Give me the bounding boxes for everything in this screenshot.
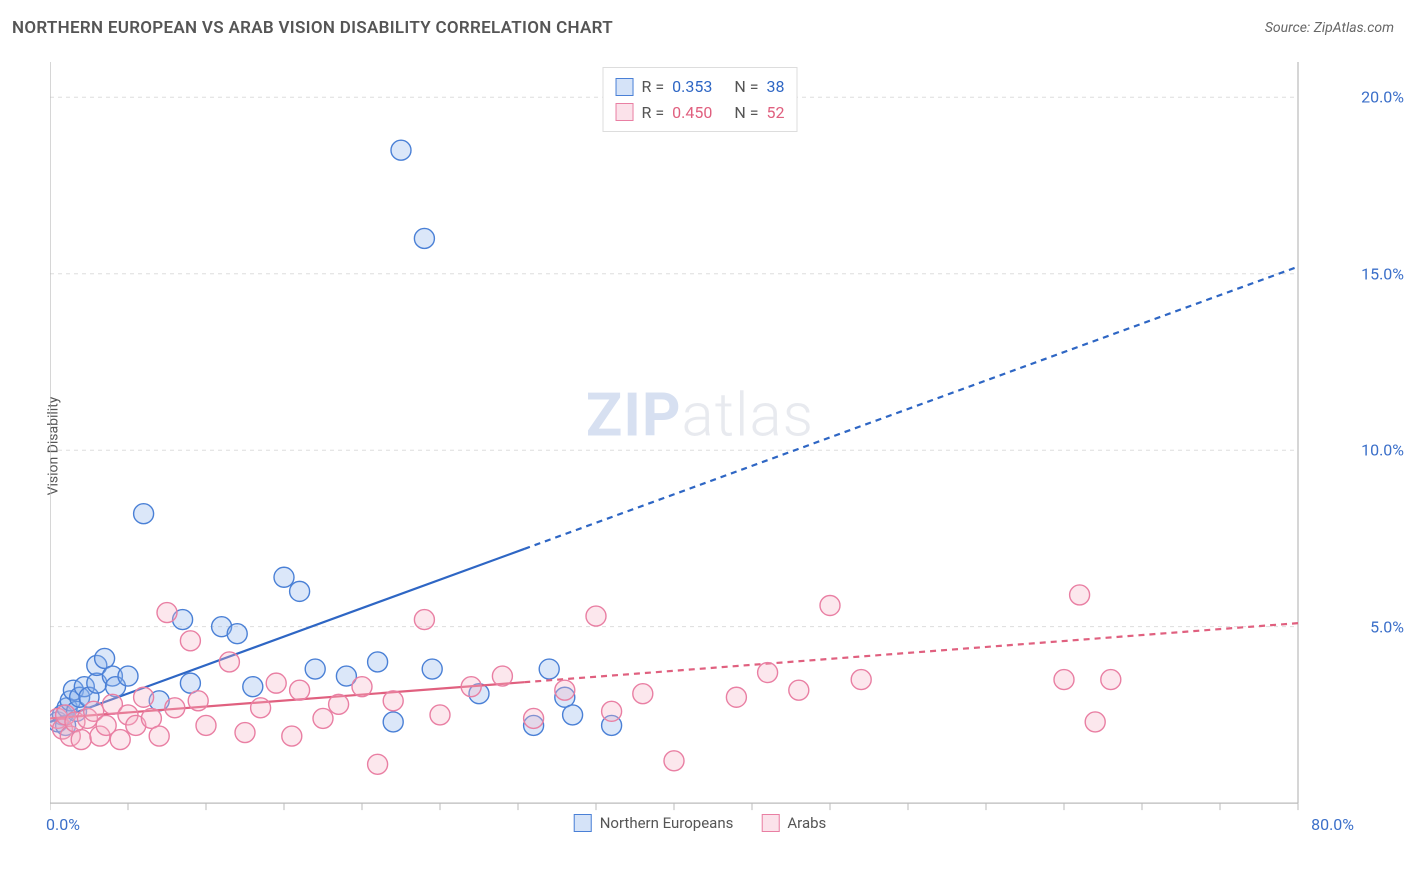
plot-area: ZIPatlas R = 0.353N = 38R = 0.450N = 52 … — [50, 62, 1350, 830]
chart-title: NORTHERN EUROPEAN VS ARAB VISION DISABIL… — [12, 18, 613, 38]
r-value: 0.450 — [672, 100, 712, 126]
n-value: 52 — [766, 100, 784, 126]
stats-legend-row: R = 0.450N = 52 — [616, 100, 785, 126]
chart-svg — [50, 62, 1350, 830]
source-label: Source: ZipAtlas.com — [1265, 20, 1394, 36]
y-tick-label: 20.0% — [1361, 88, 1404, 107]
stats-legend-row: R = 0.353N = 38 — [616, 74, 785, 100]
y-tick-label: 15.0% — [1361, 264, 1404, 283]
r-value: 0.353 — [672, 74, 712, 100]
stats-legend: R = 0.353N = 38R = 0.450N = 52 — [603, 67, 798, 132]
legend-swatch — [616, 103, 634, 121]
legend-swatch — [616, 78, 634, 96]
y-tick-label: 10.0% — [1361, 441, 1404, 460]
n-value: 38 — [766, 74, 784, 100]
chart-header: NORTHERN EUROPEAN VS ARAB VISION DISABIL… — [12, 18, 1394, 38]
y-tick-label: 5.0% — [1370, 617, 1404, 636]
